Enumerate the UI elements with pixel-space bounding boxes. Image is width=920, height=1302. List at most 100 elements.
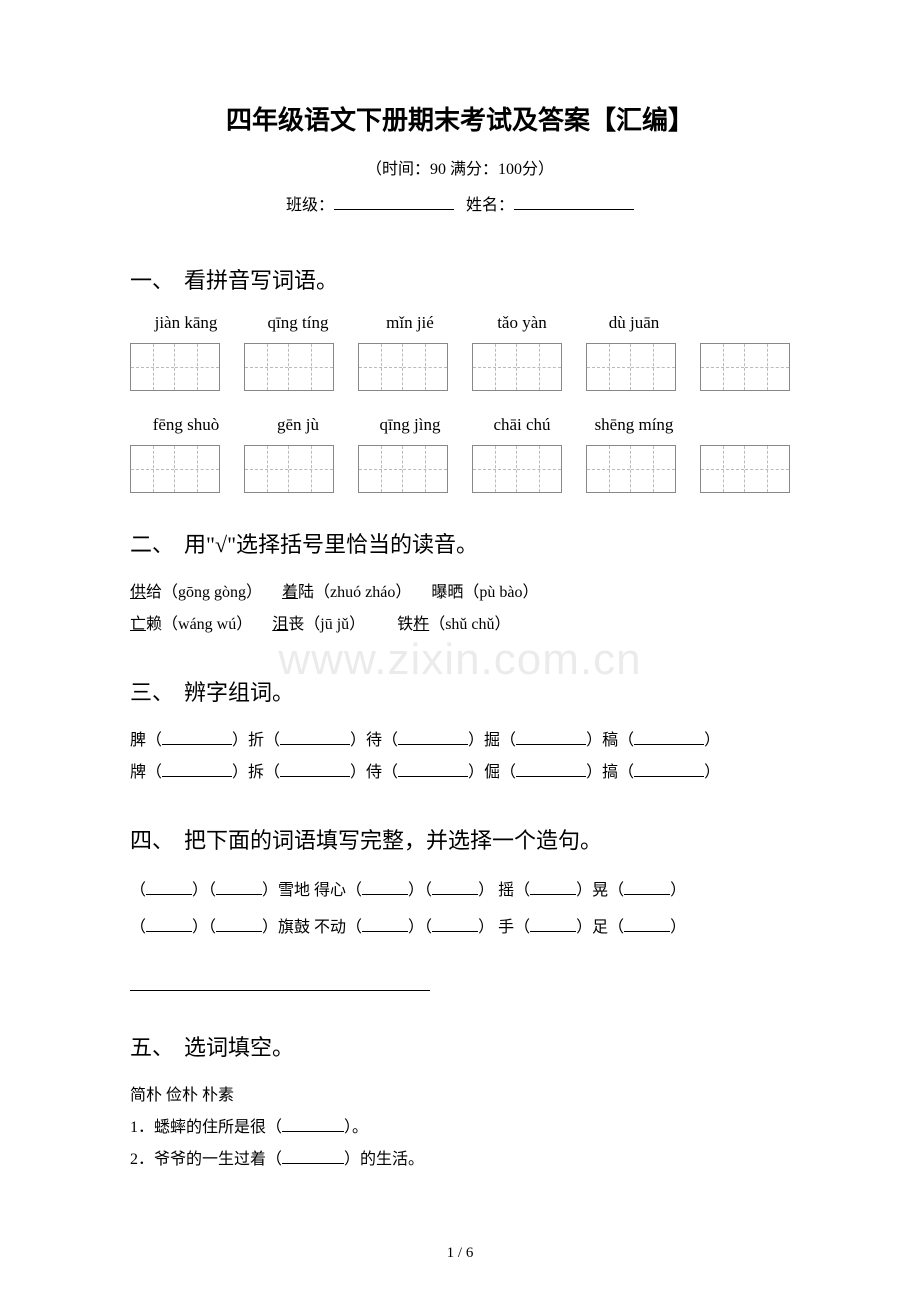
char-box[interactable] (472, 343, 562, 391)
reading-option: 赖（wáng wú） (146, 616, 252, 633)
page-number: 1 / 6 (447, 1245, 474, 1262)
char-box[interactable] (586, 445, 676, 493)
q4-text: ）（ (192, 919, 216, 936)
fill-blank[interactable] (146, 881, 192, 895)
box-row-2 (130, 445, 790, 493)
section-5-q1: 1．蟋蟀的住所是很（）。 (130, 1112, 790, 1144)
q4-text: ）（ (192, 882, 216, 899)
q5-text: ）的生活。 (344, 1151, 424, 1168)
q3-text: ）搞（ (586, 764, 634, 781)
fill-blank[interactable] (362, 917, 408, 931)
time-score-line: （时间：90 满分：100分） (130, 155, 790, 179)
sentence-blank[interactable] (130, 975, 430, 991)
q3-text: ） (704, 732, 720, 749)
section-5-heading: 五、选词填空。 (130, 1030, 790, 1062)
class-name-line: 班级： 姓名： (130, 191, 790, 215)
pinyin-item: qīng tíng (254, 313, 342, 333)
reading-option: （shǔ chǔ） (429, 616, 510, 633)
underlined-char: 沮 (272, 616, 288, 633)
q4-text: ） 摇（ (478, 882, 530, 899)
q4-text: ）晃（ (576, 882, 624, 899)
section-2-line-1: 供给（gōng gòng） 着陆（zhuó zháo） 曝晒（pù bào） (130, 577, 790, 609)
fill-blank[interactable] (280, 763, 350, 777)
q3-text: ）拆（ (232, 764, 280, 781)
pinyin-item: shēng míng (590, 415, 678, 435)
char-box[interactable] (472, 445, 562, 493)
q3-text: ）倔（ (468, 764, 516, 781)
section-5-title: 选词填空。 (184, 1035, 294, 1060)
q4-text: ）足（ (576, 919, 624, 936)
q5-text: 2．爷爷的一生过着（ (130, 1151, 282, 1168)
fill-blank[interactable] (634, 731, 704, 745)
section-1-heading: 一、看拼音写词语。 (130, 263, 790, 295)
fill-blank[interactable] (282, 1117, 344, 1131)
fill-blank[interactable] (162, 731, 232, 745)
underlined-char: 亡 (130, 616, 146, 633)
pinyin-item-empty (702, 415, 790, 435)
reading-option: 丧（jū jǔ） (288, 616, 365, 633)
fill-blank[interactable] (280, 731, 350, 745)
pinyin-item: qīng jìng (366, 415, 454, 435)
section-4-num: 四、 (130, 828, 174, 853)
fill-blank[interactable] (162, 763, 232, 777)
q3-text: ）稿（ (586, 732, 634, 749)
section-5-words: 简朴 俭朴 朴素 (130, 1080, 790, 1112)
pinyin-item: tǎo yàn (478, 313, 566, 333)
fill-blank[interactable] (432, 881, 478, 895)
section-4-row-1: （）（）雪地 得心（）（） 摇（）晃（） (130, 873, 790, 910)
pinyin-item: chāi chú (478, 415, 566, 435)
char-box[interactable] (358, 343, 448, 391)
fill-blank[interactable] (216, 881, 262, 895)
fill-blank[interactable] (398, 731, 468, 745)
q4-text: ）旗鼓 不动（ (262, 919, 362, 936)
q4-text: ）（ (408, 919, 432, 936)
fill-blank[interactable] (146, 917, 192, 931)
fill-blank[interactable] (530, 917, 576, 931)
char-box[interactable] (130, 343, 220, 391)
section-3-heading: 三、辨字组词。 (130, 675, 790, 707)
fill-blank[interactable] (624, 917, 670, 931)
section-2-line-2: 亡赖（wáng wú） 沮丧（jū jǔ） 铁杵（shǔ chǔ） (130, 609, 790, 641)
q3-text: 牌（ (130, 764, 162, 781)
char-box[interactable] (586, 343, 676, 391)
section-1-num: 一、 (130, 268, 174, 293)
section-3-row-2: 牌（）拆（）侍（）倔（）搞（） (130, 757, 790, 789)
q3-text: ）侍（ (350, 764, 398, 781)
fill-blank[interactable] (530, 881, 576, 895)
char-box[interactable] (244, 343, 334, 391)
char-box[interactable] (130, 445, 220, 493)
q3-text: ）掘（ (468, 732, 516, 749)
q4-text: （ (130, 919, 146, 936)
q3-text: 脾（ (130, 732, 162, 749)
fill-blank[interactable] (432, 917, 478, 931)
q4-text: ）（ (408, 882, 432, 899)
fill-blank[interactable] (282, 1149, 344, 1163)
fill-blank[interactable] (362, 881, 408, 895)
char-box[interactable] (700, 343, 790, 391)
section-4-title: 把下面的词语填写完整，并选择一个造句。 (184, 828, 602, 853)
fill-blank[interactable] (516, 731, 586, 745)
section-4-heading: 四、把下面的词语填写完整，并选择一个造句。 (130, 823, 790, 855)
fill-blank[interactable] (398, 763, 468, 777)
class-blank[interactable] (334, 194, 454, 210)
q4-text: （ (130, 882, 146, 899)
q4-text: ） (670, 919, 686, 936)
char-box[interactable] (244, 445, 334, 493)
reading-option: 陆（zhuó zháo） (298, 584, 411, 601)
name-blank[interactable] (514, 194, 634, 210)
char-box[interactable] (700, 445, 790, 493)
underlined-char: 杵 (413, 616, 429, 633)
section-5-q2: 2．爷爷的一生过着（ ）的生活。 (130, 1144, 790, 1176)
pinyin-item: mǐn jié (366, 313, 454, 333)
char-box[interactable] (358, 445, 448, 493)
fill-blank[interactable] (634, 763, 704, 777)
fill-blank[interactable] (624, 881, 670, 895)
reading-pre: 铁 (397, 616, 413, 633)
underlined-char: 供 (130, 584, 146, 601)
q3-text: ）折（ (232, 732, 280, 749)
pinyin-row-1: jiàn kāng qīng tíng mǐn jié tǎo yàn dù j… (142, 313, 790, 333)
pinyin-item: jiàn kāng (142, 313, 230, 333)
pinyin-item: gēn jù (254, 415, 342, 435)
fill-blank[interactable] (216, 917, 262, 931)
fill-blank[interactable] (516, 763, 586, 777)
